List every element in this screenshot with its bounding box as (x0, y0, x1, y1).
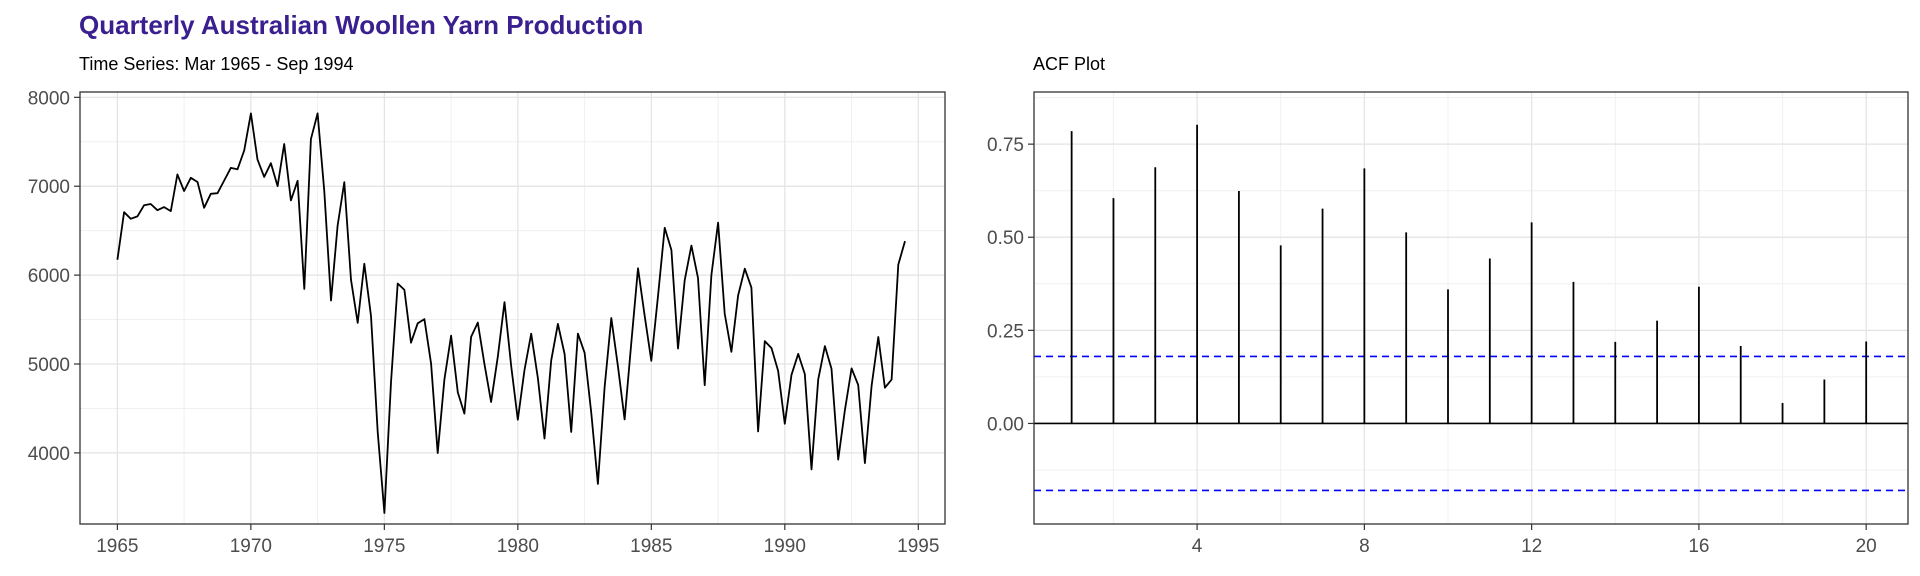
x-tick-label: 8 (1359, 536, 1370, 557)
page-title: Quarterly Australian Woollen Yarn Produc… (79, 10, 644, 40)
x-tick-label: 1990 (764, 536, 806, 557)
acf-subtitle: ACF Plot (1033, 54, 1106, 74)
x-tick-label: 1980 (497, 536, 539, 557)
y-tick-label: 0.50 (987, 228, 1024, 249)
y-tick-label: 0.00 (987, 414, 1024, 435)
series-line (116, 112, 906, 514)
x-tick-label: 1965 (96, 536, 138, 557)
x-tick-label: 20 (1856, 536, 1877, 557)
panel-border (1033, 91, 1909, 525)
x-tick-label: 1995 (897, 536, 939, 557)
y-tick-label: 4000 (28, 444, 70, 465)
x-tick-label: 16 (1688, 536, 1709, 557)
x-tick-label: 4 (1192, 536, 1203, 557)
x-tick-label: 1975 (363, 536, 405, 557)
y-tick-label: 0.75 (987, 135, 1024, 156)
y-tick-label: 5000 (28, 355, 70, 376)
y-tick-label: 7000 (28, 177, 70, 198)
time-series-chart: 1965 1970 1975 1980 1985 1990 1995 4000 5000 6000… (28, 88, 946, 557)
x-tick-label: 1970 (230, 536, 272, 557)
y-tick-label: 8000 (28, 88, 70, 109)
y-tick-label: 0.25 (987, 321, 1024, 342)
x-tick-label: 1985 (630, 536, 672, 557)
ts-subtitle: Time Series: Mar 1965 - Sep 1994 (79, 54, 354, 74)
y-tick-label: 6000 (28, 266, 70, 287)
x-tick-label: 12 (1521, 536, 1542, 557)
panel-border (79, 91, 946, 525)
